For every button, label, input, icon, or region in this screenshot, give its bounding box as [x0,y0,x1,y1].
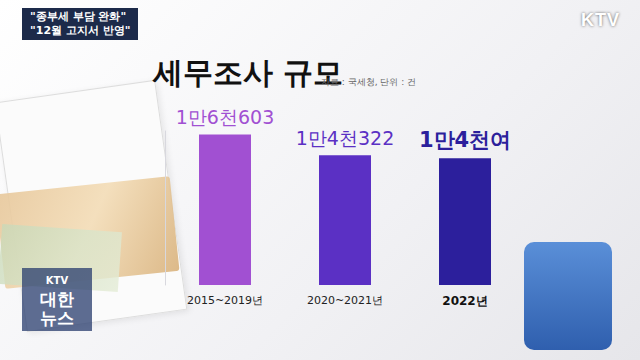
svg-text:자료 : 국세청, 단위 : 건: 자료 : 국세청, 단위 : 건 [321,77,416,87]
html-text:뉴스: 뉴스 [40,308,74,328]
svg-text:세무조사 규모: 세무조사 규모 [152,55,343,90]
html-text:KTV: KTV [45,275,69,286]
svg-text:2022년: 2022년 [442,294,487,308]
svg-text:1만4천여: 1만4천여 [419,128,511,152]
html-text:대한: 대한 [40,289,74,309]
svg-text:2020~2021년: 2020~2021년 [307,294,383,307]
svg-text:2015~2019년: 2015~2019년 [187,294,263,307]
svg-text:1만6천603: 1만6천603 [176,106,274,128]
html-text:"종부세 부담 완화": "종부세 부담 완화" [30,10,127,23]
html-text:KTV: KTV [581,10,620,30]
svg-text:1만4천322: 1만4천322 [296,127,394,149]
html-text:"12월 고지서 반영": "12월 고지서 반영" [30,24,131,37]
